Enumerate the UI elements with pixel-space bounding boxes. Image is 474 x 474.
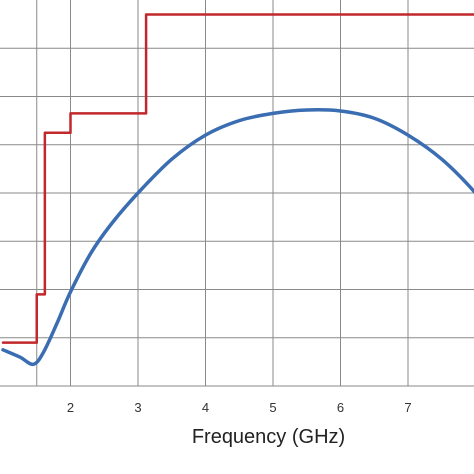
x-tick-label: 2 xyxy=(67,400,74,415)
series-line-1 xyxy=(1,13,474,344)
x-tick-labels: 2 3 4 5 6 7 xyxy=(67,400,412,415)
series-lines xyxy=(1,13,474,367)
grid-lines xyxy=(0,0,474,387)
x-tick-label: 5 xyxy=(269,400,276,415)
x-tick-label: 4 xyxy=(202,400,209,415)
x-tick-label: 6 xyxy=(337,400,344,415)
x-tick-label: 3 xyxy=(134,400,141,415)
series-line-2 xyxy=(1,108,474,367)
x-tick-label: 7 xyxy=(404,400,411,415)
x-axis-label: Frequency (GHz) xyxy=(191,426,346,448)
